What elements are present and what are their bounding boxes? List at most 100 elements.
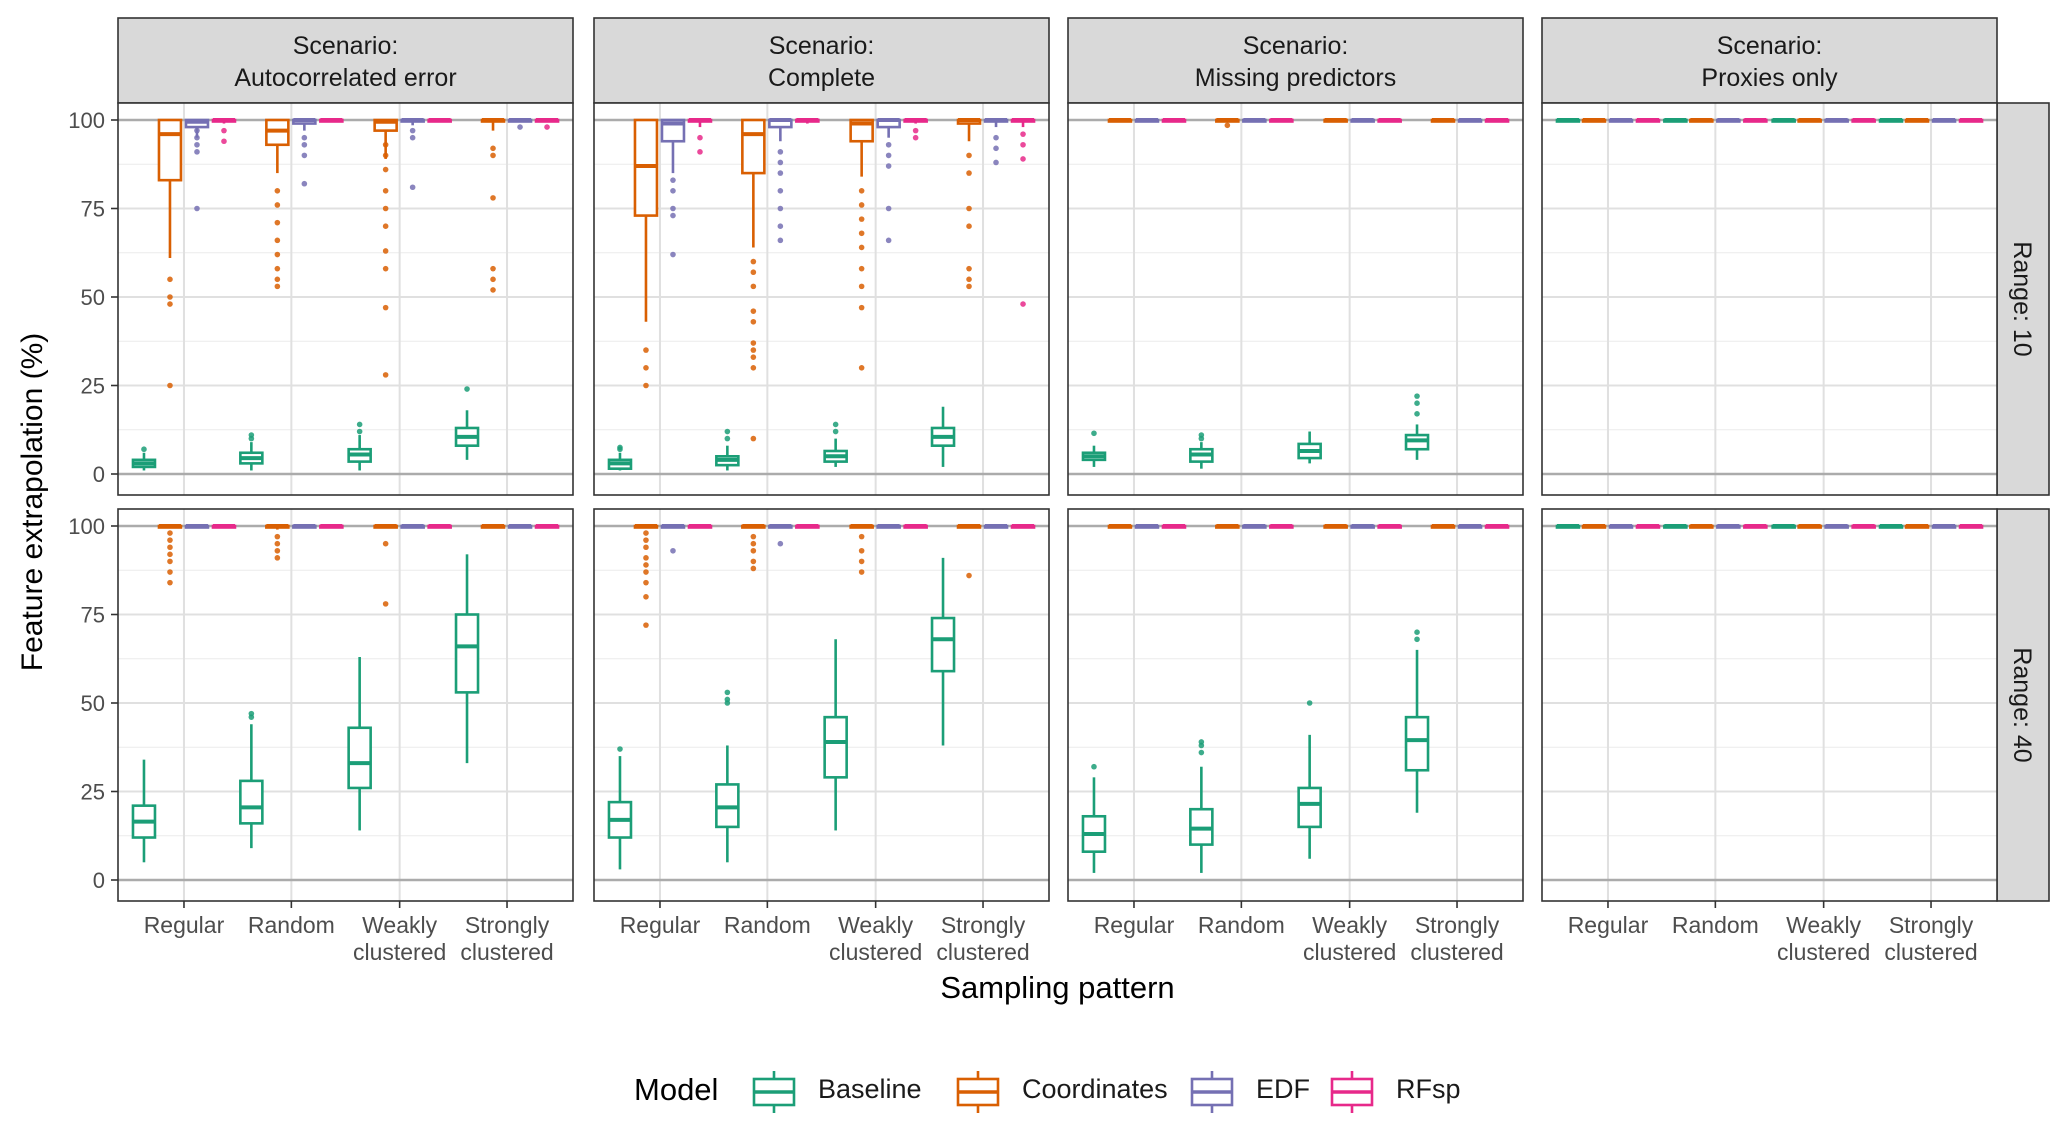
outlier-point	[858, 547, 865, 554]
strip-background	[1067, 17, 1524, 104]
legend-key	[1330, 1071, 1374, 1113]
panel-border	[117, 508, 574, 902]
boxplot-coordinates	[956, 524, 982, 579]
boxplot-baseline	[1081, 763, 1107, 873]
boxplot-coordinates	[1689, 118, 1714, 123]
boxplot-coordinates	[849, 524, 874, 575]
x-tick-label: Regular	[1568, 912, 1649, 938]
panel-background	[1542, 103, 1997, 495]
x-tick-label: Regular	[1094, 912, 1175, 938]
outlier-point	[382, 540, 389, 547]
strip-label-line: Autocorrelated error	[234, 64, 456, 92]
boxplot-baseline	[1297, 700, 1322, 859]
outlier-point	[858, 202, 865, 208]
boxplot-baseline	[1189, 432, 1214, 469]
outlier-point	[858, 216, 865, 222]
boxplot-edf	[660, 524, 686, 554]
outlier-point	[274, 251, 281, 258]
boxplot-baseline	[715, 689, 740, 863]
boxplot-edf	[983, 118, 1009, 166]
boxplot-rfsp	[1010, 524, 1036, 529]
outlier-point	[750, 354, 757, 360]
boxplot-baseline	[930, 557, 956, 746]
facet-panel	[1067, 102, 1524, 496]
outlier-point	[966, 572, 972, 579]
outlier-point	[167, 551, 173, 558]
legend-item: EDF	[1190, 1071, 1310, 1113]
outlier-point	[858, 533, 865, 540]
outlier-point	[885, 205, 892, 212]
outlier-point	[382, 265, 389, 272]
boxplot-rfsp	[1269, 118, 1294, 123]
boxplot-baseline	[1555, 524, 1581, 529]
outlier-point	[274, 547, 281, 554]
outlier-point	[382, 601, 389, 607]
outlier-point	[670, 188, 676, 194]
boxplot-coordinates	[157, 524, 183, 586]
outlier-point	[490, 195, 496, 201]
boxplot-coordinates	[265, 524, 290, 561]
y-tick-label: 25	[81, 374, 105, 399]
box	[347, 726, 372, 790]
boxplot-coordinates	[849, 118, 874, 371]
boxplot-coordinates	[633, 524, 659, 628]
panel-background	[594, 509, 1049, 901]
boxplot-coordinates	[1107, 118, 1133, 123]
boxplot-rfsp	[903, 524, 928, 529]
outlier-point	[382, 304, 389, 311]
outlier-point	[777, 170, 784, 176]
x-tick-label: clustered	[353, 939, 446, 965]
x-tick-label: Regular	[144, 912, 225, 938]
outlier-point	[194, 141, 200, 148]
boxplot-rfsp	[1161, 118, 1187, 123]
outlier-point	[724, 696, 731, 703]
outlier-point	[832, 428, 839, 435]
outlier-point	[750, 435, 757, 442]
boxplot-baseline	[239, 710, 264, 849]
outlier-point	[167, 558, 173, 565]
outlier-point	[670, 177, 676, 183]
boxplot-coordinates	[1215, 118, 1240, 129]
boxplot-edf	[1824, 524, 1849, 529]
x-tick-label: clustered	[1884, 939, 1977, 965]
outlier-point	[885, 237, 892, 244]
x-tick-label: clustered	[829, 939, 922, 965]
outlier-point	[194, 149, 200, 155]
boxplot-edf	[768, 118, 793, 244]
outlier-point	[750, 558, 757, 565]
outlier-point	[750, 318, 757, 325]
panel-border	[1067, 102, 1524, 496]
y-tick-label: 75	[81, 603, 105, 628]
outlier-point	[993, 145, 999, 152]
boxplot-rfsp	[211, 118, 237, 145]
outlier-point	[643, 569, 649, 575]
x-tick-label: Random	[1672, 912, 1759, 938]
boxplot-baseline	[454, 386, 480, 460]
outlier-point	[1091, 430, 1097, 437]
outlier-point	[1020, 141, 1026, 148]
boxplot-baseline	[1771, 118, 1796, 123]
boxplot-rfsp	[1635, 118, 1661, 123]
boxplot-rfsp	[1851, 524, 1876, 529]
outlier-point	[167, 276, 173, 283]
outlier-point	[993, 134, 999, 141]
outlier-point	[966, 170, 972, 176]
outlier-point	[544, 124, 550, 130]
outlier-point	[167, 569, 173, 575]
legend-label: Coordinates	[1022, 1074, 1168, 1104]
x-tick-label: Weakly	[838, 912, 913, 938]
boxplot-rfsp	[1958, 118, 1984, 123]
y-tick-label: 0	[93, 868, 105, 893]
outlier-point	[490, 287, 496, 293]
boxplot-rfsp	[534, 524, 560, 529]
facet-column-strip: Scenario: Autocorrelated error	[117, 17, 574, 104]
outlier-point	[382, 205, 389, 212]
outlier-point	[1198, 749, 1205, 756]
panel-background	[1068, 509, 1523, 901]
boxplot-coordinates	[1323, 118, 1348, 123]
outlier-point	[1198, 432, 1205, 438]
outlier-point	[750, 533, 757, 540]
boxplot-baseline	[239, 432, 264, 471]
boxplot-rfsp	[319, 524, 344, 529]
y-axis-title: Feature extrapolation (%)	[16, 333, 49, 672]
